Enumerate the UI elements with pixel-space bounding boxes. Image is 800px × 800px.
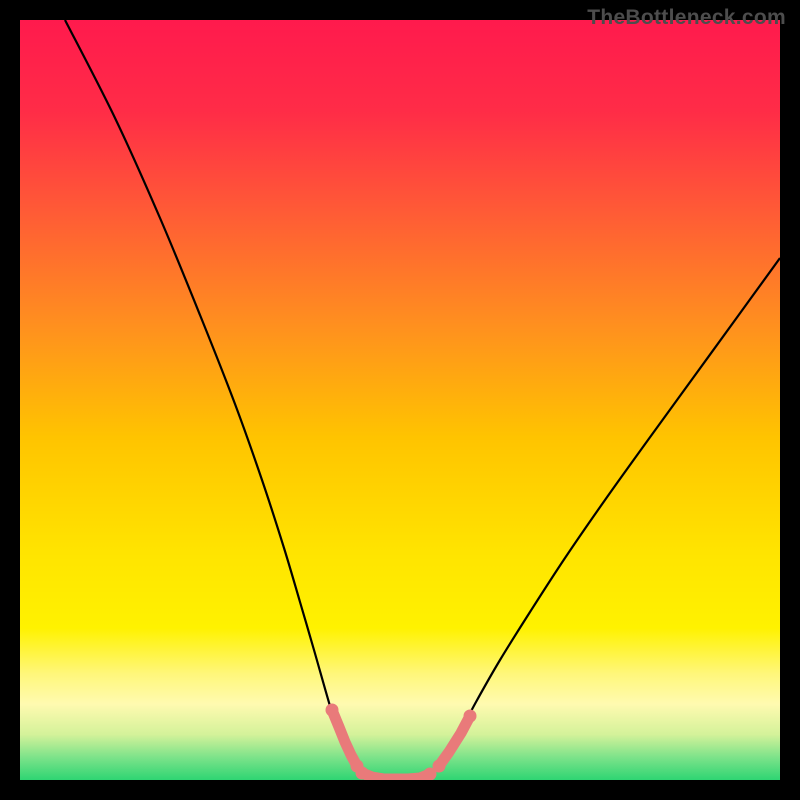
watermark-text: TheBottleneck.com [587, 6, 786, 30]
gradient-background [20, 20, 780, 780]
bottleneck-chart [0, 0, 800, 800]
